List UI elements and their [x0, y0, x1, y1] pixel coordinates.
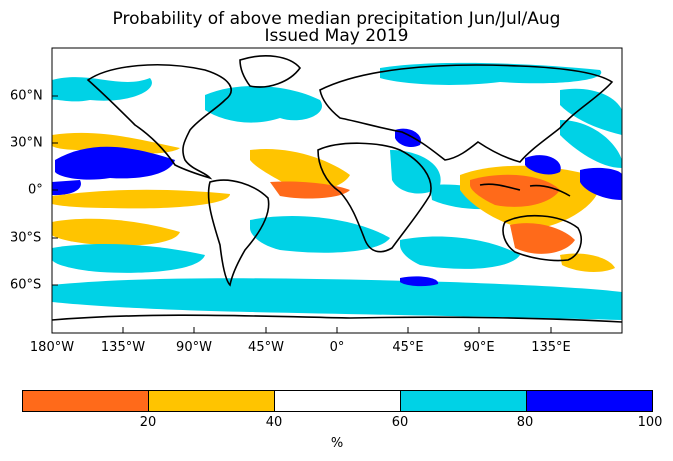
map-subtitle: Issued May 2019	[264, 26, 409, 46]
coastlines	[52, 55, 622, 323]
y-tick-label: 0°	[28, 182, 43, 198]
map-fields	[52, 48, 622, 333]
south-tasman-orange	[560, 253, 615, 272]
x-tick-label: 90°E	[463, 340, 495, 355]
north-atlantic-cyan	[205, 85, 322, 123]
north-america-coast	[86, 64, 232, 180]
arctic-cyan	[380, 62, 602, 85]
eurasia-coast	[319, 64, 614, 163]
colorbar-tick-label: 40	[265, 415, 283, 430]
x-tick-label: 180°W	[29, 340, 75, 355]
north-pacific-cyan-east	[560, 88, 622, 135]
x-tick-label: 135°E	[531, 340, 571, 355]
north-pacific-cyan-band	[52, 77, 152, 102]
colorbar-unit-label: %	[330, 436, 344, 451]
y-tick-label: 30°N	[10, 135, 43, 151]
southern-ocean-blue	[400, 276, 439, 287]
x-tick-label: 0°	[329, 340, 345, 355]
greenland-coast	[239, 55, 302, 88]
tropical-atlantic-orange	[250, 149, 350, 193]
east-pacific-blue-small	[52, 180, 81, 196]
colorbar-tick-label: 80	[516, 415, 534, 430]
australia-coast	[502, 214, 582, 262]
colorbar	[22, 390, 653, 412]
tropical-pacific-orange	[52, 132, 180, 154]
africa-cyan	[390, 150, 441, 194]
south-america-coast	[207, 179, 270, 287]
antarctica-coast	[52, 314, 622, 323]
africa-coast	[317, 142, 432, 253]
colorbar-bin-80-100	[527, 391, 652, 411]
south-atlantic-cyan	[250, 216, 390, 253]
colorbar-tick-label: 100	[637, 415, 663, 430]
colorbar-tick-label: 60	[391, 415, 409, 430]
equatorial-atlantic-red	[270, 181, 350, 199]
south-indian-cyan	[400, 236, 520, 269]
y-tick-label: 60°N	[10, 88, 43, 104]
x-tick-label: 45°W	[248, 340, 284, 355]
east-pacific-blue	[55, 146, 175, 180]
indonesia-coast	[479, 183, 571, 197]
colorbar-tick-label: 20	[139, 415, 157, 430]
philippines-blue	[525, 155, 561, 175]
maritime-continent-red	[470, 174, 560, 207]
y-tick-label: 60°S	[10, 277, 42, 293]
x-tick-label: 135°W	[100, 340, 146, 355]
colorbar-bin-60-80	[401, 391, 527, 411]
southern-ocean-cyan	[52, 278, 622, 320]
west-pacific-blue	[580, 167, 622, 200]
equatorial-pacific-orange	[52, 189, 230, 209]
x-tick-label: 90°W	[176, 340, 212, 355]
y-tick-label: 30°S	[10, 230, 42, 246]
middle-east-blue	[395, 128, 421, 148]
axis-ticks	[51, 95, 552, 333]
x-tick-label: 45°E	[392, 340, 424, 355]
colorbar-bin-20-40	[149, 391, 275, 411]
colorbar-bin-0-20	[23, 391, 149, 411]
south-pacific-cyan	[52, 244, 205, 273]
map-title: Probability of above median precipitatio…	[112, 9, 561, 29]
south-pacific-orange	[52, 218, 180, 246]
west-pacific-cyan	[560, 120, 622, 168]
australia-red	[510, 223, 575, 254]
colorbar-bin-40-60	[275, 391, 401, 411]
